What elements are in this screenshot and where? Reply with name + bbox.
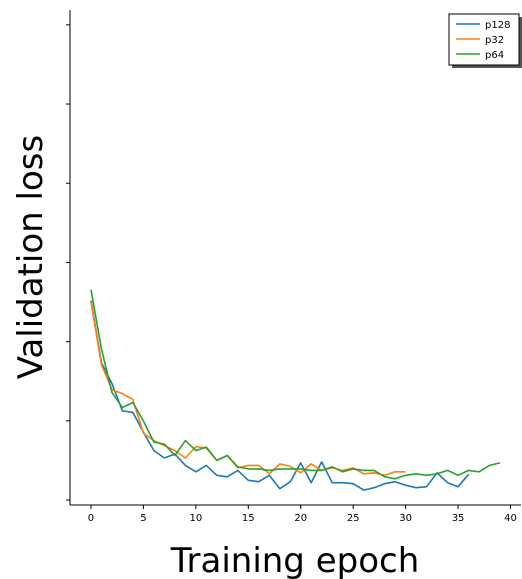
x-tick-label: 30 bbox=[399, 513, 412, 524]
x-tick-label: 25 bbox=[347, 513, 360, 524]
legend-items: p128 p32 p64 bbox=[456, 20, 510, 61]
legend-label-p32: p32 bbox=[485, 35, 504, 46]
legend: p128 p32 p64 bbox=[448, 13, 522, 68]
legend-label-p128: p128 bbox=[485, 20, 510, 31]
y-axis-ticks bbox=[66, 24, 70, 501]
series-line-p32 bbox=[90, 301, 406, 477]
x-tick-label: 5 bbox=[140, 513, 146, 524]
series-line-p64 bbox=[90, 289, 501, 480]
series-layer bbox=[90, 289, 501, 491]
axes-layer bbox=[69, 10, 521, 506]
x-tick-label: 10 bbox=[189, 513, 202, 524]
y-axis-label: Validation loss bbox=[11, 135, 51, 379]
x-tick-label: 35 bbox=[452, 513, 465, 524]
x-tick-label: 40 bbox=[504, 513, 517, 524]
x-tick-label: 15 bbox=[242, 513, 255, 524]
plot-area bbox=[70, 10, 521, 505]
series-line-p128 bbox=[90, 300, 470, 491]
legend-label-p64: p64 bbox=[485, 50, 504, 61]
x-tick-label: 20 bbox=[294, 513, 307, 524]
x-tick-label: 0 bbox=[88, 513, 94, 524]
x-axis-label: Training epoch bbox=[170, 541, 420, 579]
x-axis-ticks: 0 5 10 15 20 25 30 35 40 bbox=[88, 505, 517, 524]
